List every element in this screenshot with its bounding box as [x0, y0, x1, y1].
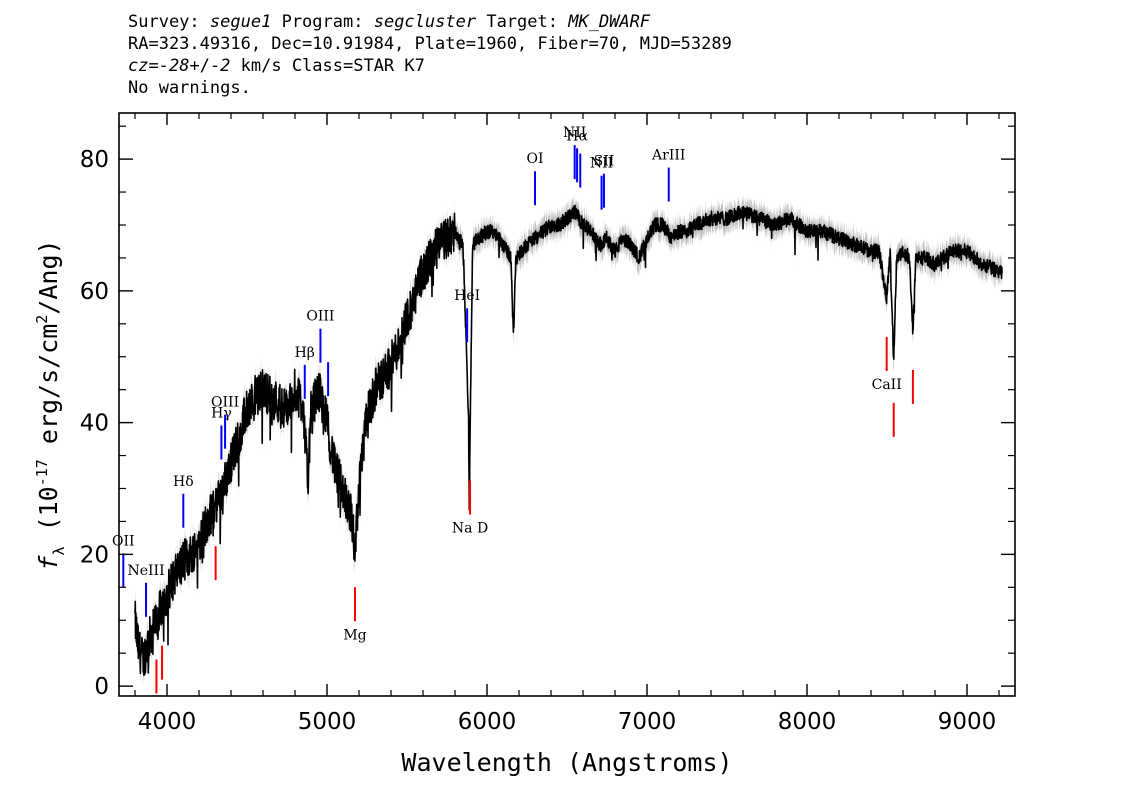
emission-line-label: SII — [594, 154, 615, 170]
cz-plusminus: +/- — [189, 56, 221, 76]
error-band — [135, 193, 1003, 688]
y-axis-unit-a: (10 — [34, 486, 63, 546]
y-tick-label: 0 — [94, 674, 109, 700]
x-tick-label: 6000 — [458, 709, 517, 735]
x-axis-title: Wavelength (Angstroms) — [401, 748, 732, 777]
y-tick-label: 60 — [80, 279, 109, 305]
y-axis-exponent-2: 2 — [33, 315, 51, 324]
y-tick-label: 80 — [80, 147, 109, 173]
y-axis-unit-b: erg/s/cm — [34, 324, 63, 459]
cz-value: -28 — [158, 56, 190, 76]
y-tick-label: 20 — [80, 542, 109, 568]
header-line-coordinates: RA=323.49316, Dec=10.91984, Plate=1960, … — [128, 34, 732, 54]
tick-labels: 4000 5000 6000 7000 8000 9000 0 20 40 60 80 — [80, 147, 997, 735]
emission-line-label: NeIII — [127, 563, 164, 579]
plot-border — [118, 112, 1016, 697]
header-line-warnings: No warnings. — [128, 78, 251, 98]
cz-class-text: km/s Class=STAR K7 — [230, 56, 425, 76]
emission-line-label: NII — [590, 156, 613, 172]
survey-label: Survey: — [128, 12, 200, 32]
error-band-area — [135, 193, 1003, 688]
emission-line-label: HeI — [454, 288, 480, 304]
y-axis-exponent: -17 — [33, 459, 51, 486]
axis-ticks — [119, 113, 1015, 696]
emission-line-label: ArIII — [651, 148, 685, 164]
y-tick-label: 40 — [80, 411, 109, 437]
absorption-line-label: CaII — [872, 377, 902, 393]
absorption-line-label: Na D — [452, 521, 488, 537]
y-axis-symbol: f — [34, 555, 63, 571]
cz-label: cz= — [128, 56, 159, 76]
emission-line-label: Hα — [566, 128, 588, 144]
x-tick-label: 4000 — [138, 709, 197, 735]
emission-line-label: Hδ — [173, 474, 194, 490]
emission-line-label: NII — [563, 125, 586, 141]
y-axis-subscript: λ — [50, 546, 68, 555]
cz-error: 2 — [220, 56, 231, 76]
program-value: segcluster — [373, 12, 477, 32]
x-tick-label: 7000 — [618, 709, 677, 735]
target-value: MK_DWARF — [568, 12, 651, 32]
target-label: Target: — [486, 12, 558, 32]
emission-line-label: OIII — [211, 395, 239, 411]
emission-line-label: OII — [112, 533, 135, 549]
y-axis-title: fλ (10-17 erg/s/cm2/Ang) — [33, 239, 68, 570]
y-axis-unit-c: /Ang) — [34, 239, 63, 314]
header-line-redshift: cz=-28+/-2 km/s Class=STAR K7 — [128, 55, 732, 77]
spectrum-header: Survey: segue1 Program: segcluster Targe… — [128, 11, 732, 99]
survey-value: segue1 — [209, 12, 272, 32]
program-label: Program: — [281, 12, 364, 32]
flux-series — [134, 204, 1003, 676]
flux-line — [134, 204, 1003, 676]
header-line-survey: Survey: segue1 Program: segcluster Targe… — [128, 11, 732, 33]
emission-line-label: OI — [526, 151, 543, 167]
x-tick-label: 5000 — [298, 709, 357, 735]
x-tick-label: 8000 — [778, 709, 837, 735]
absorption-line-label: Mg — [343, 627, 366, 643]
emission-line-label: Hβ — [295, 345, 315, 361]
x-tick-label: 9000 — [938, 709, 997, 735]
emission-line-label: Hγ — [211, 406, 232, 422]
emission-line-label: OIII — [306, 309, 334, 325]
plot-frame — [118, 112, 1016, 697]
